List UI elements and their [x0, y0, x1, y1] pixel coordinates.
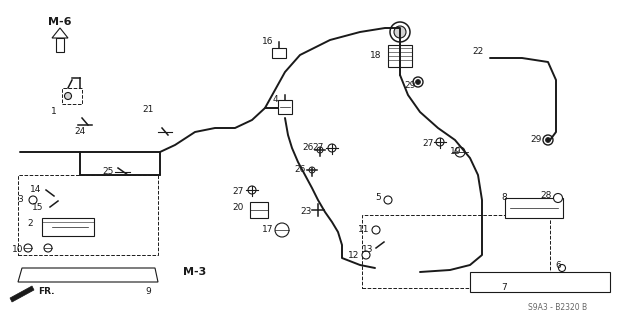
Text: 1: 1 [51, 108, 57, 116]
Circle shape [44, 244, 52, 252]
Text: 17: 17 [262, 226, 274, 234]
Text: 19: 19 [451, 147, 461, 157]
Bar [18, 175, 158, 255]
Text: M-3: M-3 [184, 267, 207, 277]
Circle shape [309, 167, 315, 173]
Text: 27: 27 [312, 144, 324, 152]
Text: 16: 16 [262, 38, 274, 47]
Polygon shape [52, 28, 68, 38]
Bar [42, 218, 94, 236]
Circle shape [543, 135, 553, 145]
Text: 18: 18 [371, 50, 381, 60]
Circle shape [248, 186, 256, 194]
Circle shape [394, 26, 406, 38]
Circle shape [24, 244, 32, 252]
Bar [62, 88, 82, 104]
Text: 6: 6 [555, 262, 561, 271]
Bar [362, 215, 550, 288]
Circle shape [362, 251, 370, 259]
Circle shape [413, 77, 423, 87]
Circle shape [455, 147, 465, 157]
Text: 12: 12 [348, 251, 360, 261]
Circle shape [317, 147, 323, 153]
Text: 14: 14 [30, 186, 42, 195]
Text: 4: 4 [272, 95, 278, 105]
Text: M-6: M-6 [48, 17, 72, 27]
Circle shape [554, 194, 563, 203]
Text: 28: 28 [540, 191, 552, 201]
Circle shape [372, 226, 380, 234]
Bar [250, 202, 268, 218]
Circle shape [545, 137, 550, 143]
Circle shape [415, 79, 420, 85]
Text: 11: 11 [358, 226, 370, 234]
Text: 5: 5 [375, 194, 381, 203]
Text: 25: 25 [102, 167, 114, 176]
Text: 27: 27 [232, 188, 244, 197]
Text: 8: 8 [501, 194, 507, 203]
Text: 3: 3 [17, 196, 23, 204]
Circle shape [436, 138, 444, 146]
Bar [272, 48, 286, 58]
Text: 15: 15 [32, 204, 44, 212]
Text: 23: 23 [300, 207, 312, 217]
Circle shape [65, 93, 72, 100]
Polygon shape [18, 268, 158, 282]
Circle shape [328, 144, 336, 152]
Text: 13: 13 [362, 246, 374, 255]
Text: 24: 24 [74, 128, 86, 137]
Text: 20: 20 [232, 204, 244, 212]
Circle shape [559, 264, 566, 271]
Text: FR.: FR. [38, 287, 54, 296]
Bar [278, 100, 292, 114]
Circle shape [384, 196, 392, 204]
Polygon shape [56, 38, 64, 52]
Text: 7: 7 [501, 283, 507, 292]
Bar [388, 45, 412, 67]
Text: 29: 29 [404, 81, 416, 91]
Circle shape [275, 223, 289, 237]
Polygon shape [10, 286, 34, 302]
Text: S9A3 - B2320 B: S9A3 - B2320 B [528, 303, 587, 313]
Text: 26: 26 [302, 144, 314, 152]
Text: 21: 21 [142, 106, 154, 115]
Text: 27: 27 [422, 139, 434, 149]
Text: 10: 10 [12, 246, 24, 255]
Circle shape [390, 22, 410, 42]
Polygon shape [470, 272, 610, 292]
Circle shape [29, 196, 37, 204]
Text: 22: 22 [472, 48, 484, 56]
Bar [505, 198, 563, 218]
Text: 29: 29 [531, 136, 541, 145]
Text: 9: 9 [145, 287, 151, 296]
Text: 26: 26 [294, 166, 306, 174]
Text: 2: 2 [27, 219, 33, 227]
